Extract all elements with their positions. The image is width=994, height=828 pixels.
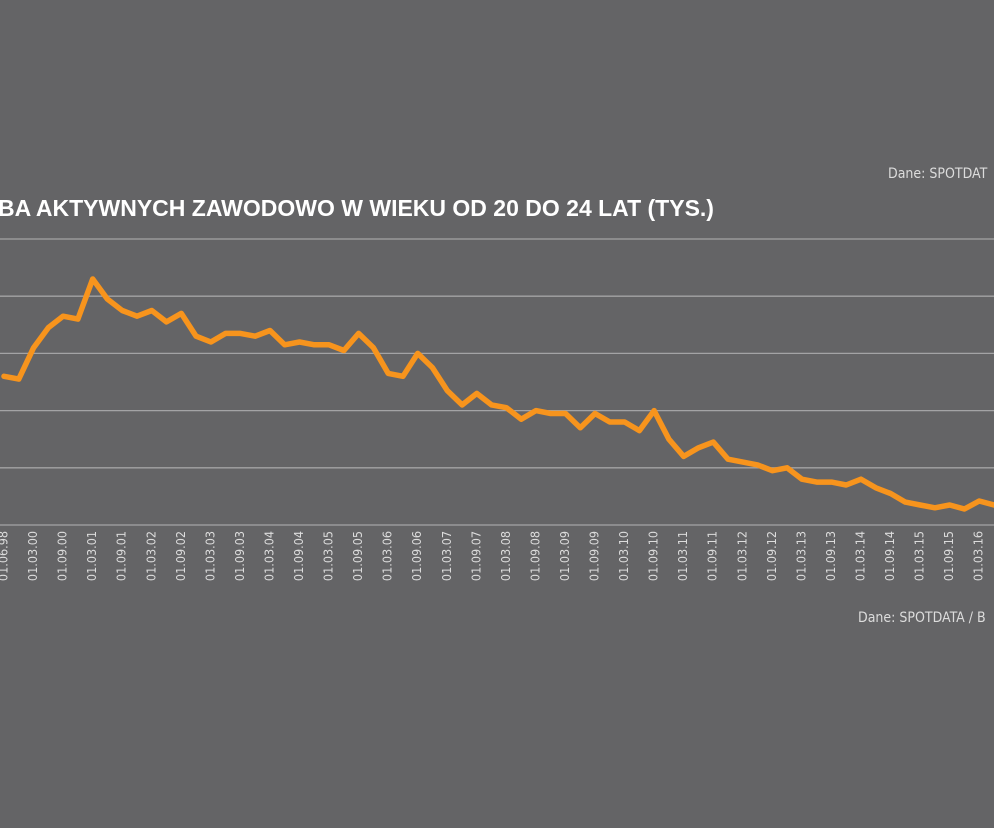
source-label-top: Dane: SPOTDAT xyxy=(888,166,988,182)
x-tick-label: 01.09.13 xyxy=(823,531,838,581)
source-label-bottom: Dane: SPOTDATA / B xyxy=(858,610,986,626)
x-tick-label: 01.09.03 xyxy=(232,531,247,581)
x-tick-label: 01.03.08 xyxy=(498,531,513,581)
x-tick-label: 01.09.09 xyxy=(587,531,602,581)
x-tick-label: 01.09.01 xyxy=(114,531,129,581)
x-tick-label: 01.03.12 xyxy=(734,531,749,581)
x-tick-label: 01.09.15 xyxy=(941,531,956,581)
x-tick-label: 01.03.09 xyxy=(557,531,572,581)
x-tick-label: 01.06.98 xyxy=(0,531,11,581)
x-tick-label: 01.03.02 xyxy=(143,531,158,581)
x-tick-label: 01.03.10 xyxy=(616,531,631,581)
x-tick-label: 01.03.04 xyxy=(261,531,276,581)
x-tick-label: 01.03.07 xyxy=(439,531,454,581)
x-tick-label: 01.09.07 xyxy=(468,531,483,581)
x-tick-label: 01.03.15 xyxy=(912,531,927,581)
x-tick-label: 01.09.05 xyxy=(350,531,365,581)
x-tick-label: 01.03.16 xyxy=(971,531,986,581)
x-tick-label: 01.09.14 xyxy=(882,531,897,581)
x-tick-label: 01.09.04 xyxy=(291,531,306,581)
series-line xyxy=(1,276,994,512)
x-tick-label: 01.03.13 xyxy=(793,531,808,581)
chart-title: BA AKTYWNYCH ZAWODOWO W WIEKU OD 20 DO 2… xyxy=(0,195,714,221)
x-tick-label: 01.09.08 xyxy=(527,531,542,581)
x-tick-label: 01.03.05 xyxy=(321,531,336,581)
x-tick-label: 01.03.14 xyxy=(852,531,867,581)
x-tick-label: 01.03.06 xyxy=(380,531,395,581)
x-tick-label: 01.09.10 xyxy=(646,531,661,581)
x-tick-label: 01.03.03 xyxy=(202,531,217,581)
x-tick-label: 01.09.06 xyxy=(409,531,424,581)
x-tick-label: 01.09.00 xyxy=(55,531,70,581)
x-tick-label: 01.09.11 xyxy=(705,531,720,581)
x-tick-label: 01.09.12 xyxy=(764,531,779,581)
x-tick-label: 01.03.11 xyxy=(675,531,690,581)
x-tick-label: 01.09.02 xyxy=(173,531,188,581)
gridlines xyxy=(0,238,994,526)
x-tick-label: 01.03.00 xyxy=(25,531,40,581)
x-tick-label: 01.03.01 xyxy=(84,531,99,581)
x-axis-tick-labels: 01.06.98 01.03.00 01.09.00 01.03.01 01.09.01… xyxy=(0,531,986,581)
